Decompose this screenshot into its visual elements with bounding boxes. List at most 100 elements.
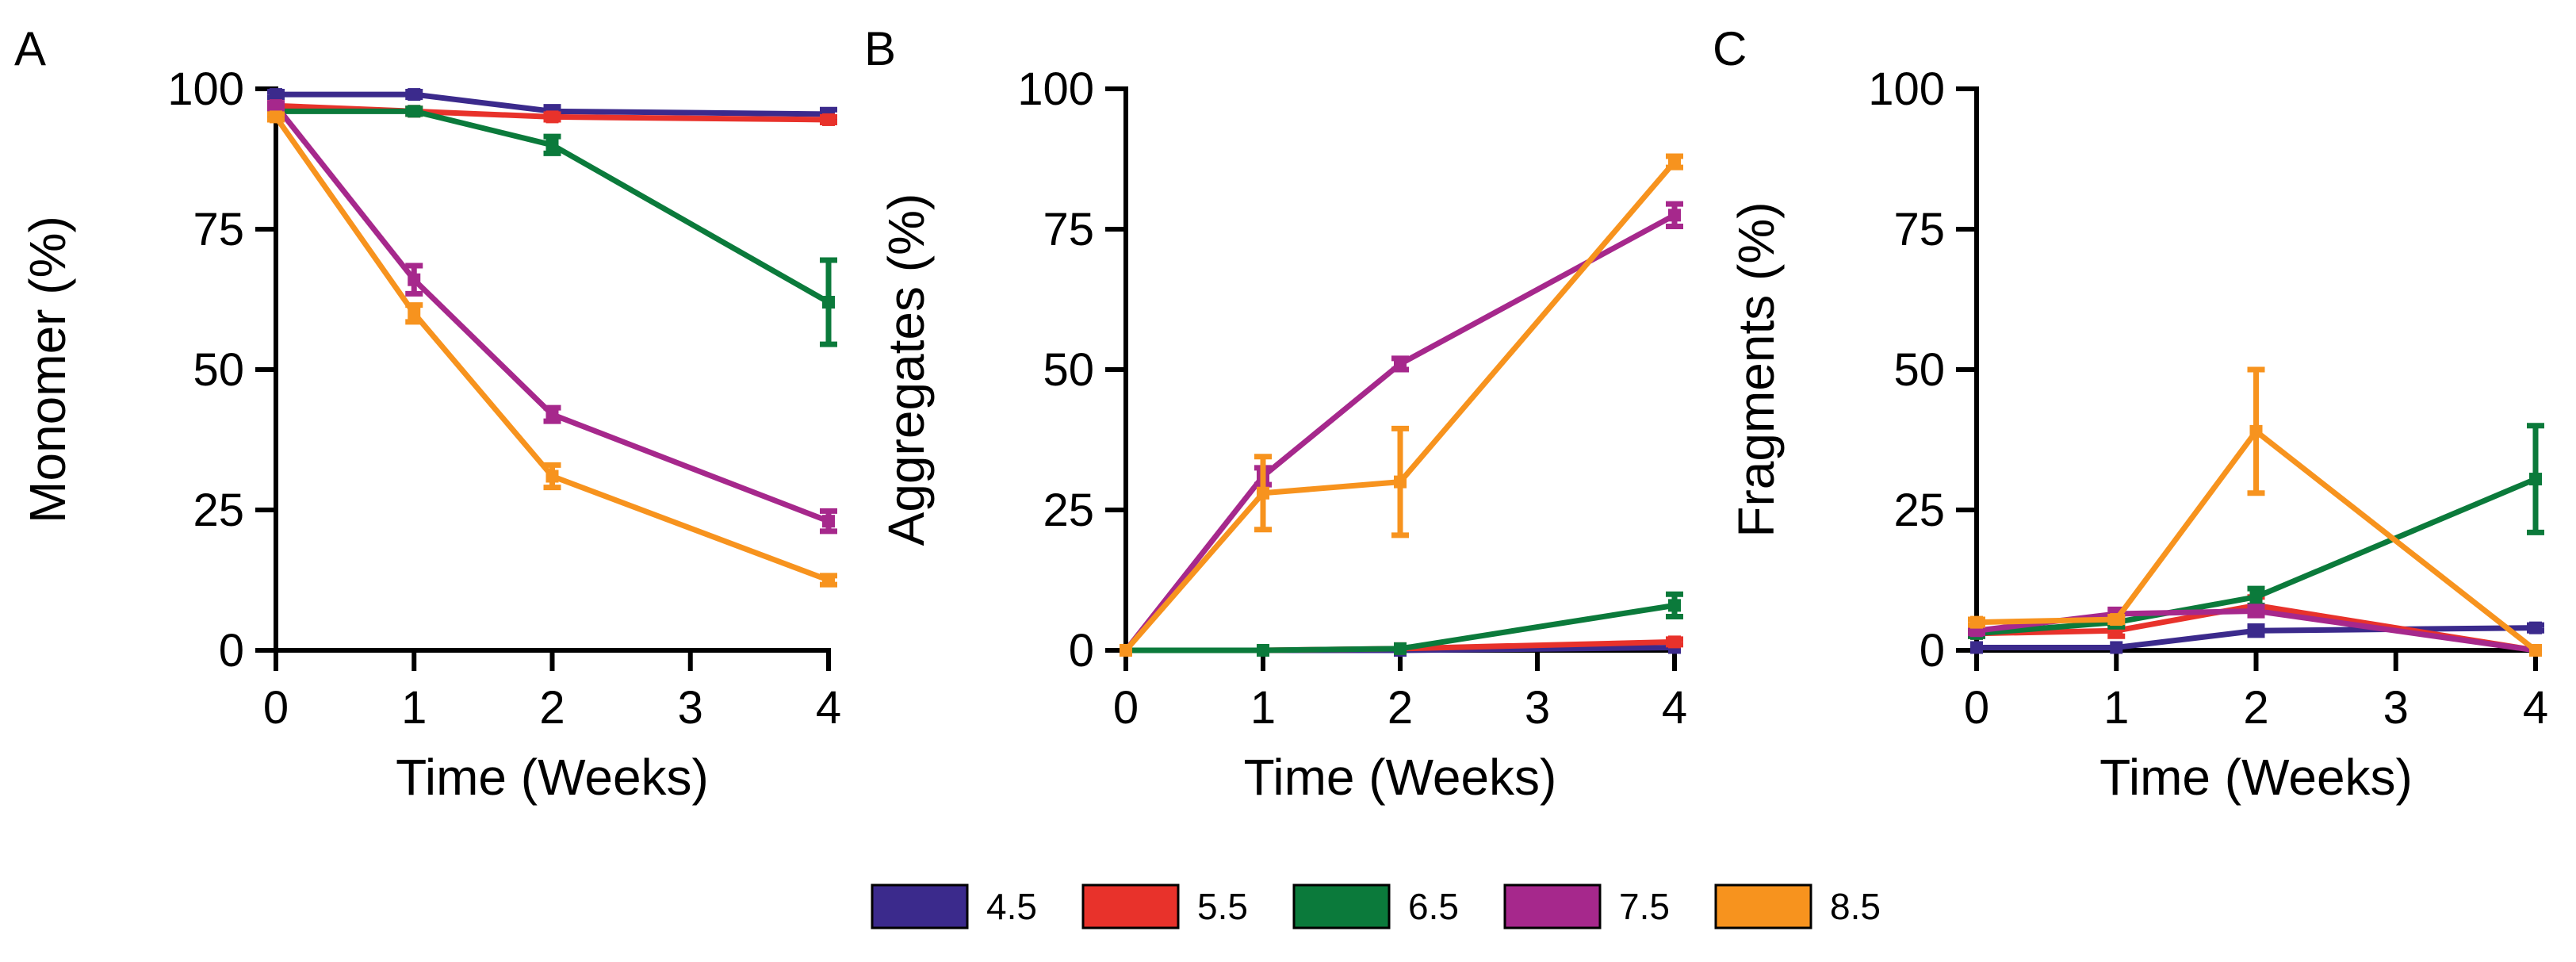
data-point [545,138,559,151]
data-point [2529,621,2542,634]
data-point [408,307,421,320]
data-point [408,88,421,102]
data-point [2249,624,2263,638]
data-point [1120,644,1132,657]
series-line [1976,602,2536,653]
x-tick-label: 1 [2103,682,2129,734]
y-axis-title: Monomer (%) [19,216,76,523]
data-point [1668,155,1681,169]
legend-swatch [1081,883,1180,929]
series-8-5 [1968,366,2542,657]
series-7-5 [267,99,837,535]
x-tick-label: 3 [678,682,703,734]
data-point [822,296,835,309]
y-tick-label: 50 [193,344,244,396]
legend: 4.5 5.5 6.5 7.5 8.5 [871,883,1881,929]
data-point [545,110,559,124]
y-tick-label: 25 [193,485,244,536]
data-point [270,88,282,102]
x-tick-label: 2 [1388,682,1413,734]
x-tick-label: 0 [263,682,289,734]
series-6-5 [1120,591,1683,657]
y-tick-label: 100 [1868,63,1945,115]
data-point [270,99,282,113]
data-point [1394,475,1407,489]
data-point [1668,635,1681,649]
series-8-5 [267,110,837,588]
data-point [408,273,421,286]
legend-label: 7.5 [1619,886,1670,927]
legend-item: 4.5 [871,883,1037,929]
x-axis-title: Time (Weeks) [1244,749,1557,806]
panel-label: B [864,22,896,75]
panel-label: C [1713,22,1747,75]
data-point [822,515,835,528]
x-axis-title: Time (Weeks) [2099,749,2413,806]
x-tick-label: 3 [1525,682,1550,734]
legend-label: 6.5 [1408,886,1459,927]
x-tick-label: 1 [401,682,427,734]
series-line [274,104,830,524]
legend-swatch [1503,883,1602,929]
data-point [2249,604,2263,618]
series-line [274,115,830,583]
legend-swatch [871,883,969,929]
y-tick-label: 25 [1043,485,1094,536]
data-point [1970,641,1983,654]
data-point [1668,599,1681,612]
y-tick-label: 50 [1043,344,1094,396]
x-tick-label: 4 [816,682,841,734]
series-line [1126,602,1675,653]
data-point [545,408,559,421]
x-tick-label: 0 [1113,682,1139,734]
series-line [1123,159,1677,653]
x-axis-title: Time (Weeks) [396,749,709,806]
data-point [2529,473,2542,486]
legend-item: 5.5 [1081,883,1248,929]
legend-label: 8.5 [1830,886,1881,927]
y-axis-title: Aggregates (%) [878,194,935,546]
series-line [276,108,830,305]
legend-swatch [1292,883,1391,929]
y-tick-label: 0 [219,625,244,676]
data-point [2249,590,2263,604]
y-tick-label: 50 [1893,344,1945,396]
data-point [1394,642,1407,655]
y-tick-label: 0 [1069,625,1094,676]
x-tick-label: 4 [1662,682,1687,734]
data-point [1394,357,1407,370]
series-line [1976,428,2538,653]
y-tick-label: 100 [167,63,244,115]
data-point [822,113,835,126]
data-point [2110,641,2123,654]
data-point [2529,644,2542,657]
panel-a: A 0 25 50 75 100 0 1 2 3 4 Time (Weeks) Monomer (%) [14,22,841,806]
x-tick-label: 2 [539,682,565,734]
data-point [408,105,421,118]
x-tick-label: 1 [1250,682,1276,734]
data-point [2110,613,2123,627]
legend-item: 6.5 [1292,883,1459,929]
y-tick-label: 25 [1893,485,1945,536]
series-line [1123,213,1676,653]
series-line [276,91,829,117]
legend-swatch [1714,883,1812,929]
series-8-5 [1120,153,1683,657]
data-point [1668,209,1681,222]
data-point [270,110,282,124]
legend-label: 5.5 [1197,886,1248,927]
panel-c: C 0 25 50 75 100 0 1 2 3 4 Time (Weeks) Fragments (%… [1713,22,2548,806]
data-point [1970,615,1983,629]
series-line [275,102,829,123]
x-tick-label: 0 [1964,682,1989,734]
y-tick-label: 0 [1920,625,1945,676]
legend-item: 7.5 [1503,883,1670,929]
y-tick-label: 75 [1893,204,1945,255]
data-point [2249,424,2263,438]
y-axis-title: Fragments (%) [1728,201,1785,537]
y-tick-label: 100 [1017,63,1094,115]
x-tick-label: 2 [2243,682,2268,734]
panel-b: B 0 25 50 75 100 0 1 2 3 4 Time (Weeks) Aggregates (… [864,22,1687,806]
